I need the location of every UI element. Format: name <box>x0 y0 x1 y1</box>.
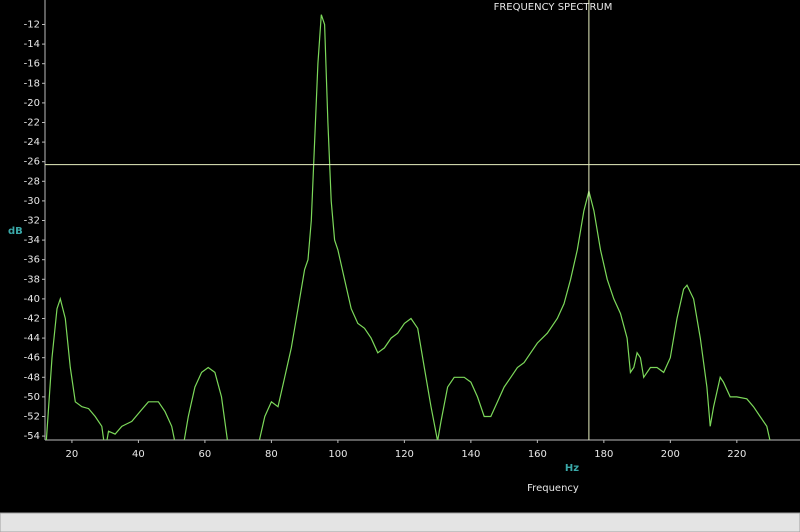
y-tick-label: -40 <box>24 294 40 305</box>
x-tick-label: 120 <box>395 449 414 460</box>
x-tick-label: 100 <box>328 449 347 460</box>
x-tick-label: 200 <box>661 449 680 460</box>
y-tick-label: -16 <box>24 59 40 70</box>
x-axis-title: Frequency <box>527 483 579 494</box>
y-tick-label: -50 <box>24 392 40 403</box>
y-tick-label: -34 <box>24 235 40 246</box>
y-tick-label: -14 <box>24 39 40 50</box>
x-tick-label: 60 <box>199 449 212 460</box>
y-tick-label: -26 <box>24 157 40 168</box>
y-tick-label: -30 <box>24 196 40 207</box>
y-tick-label: -12 <box>24 19 40 30</box>
x-tick-label: 80 <box>265 449 278 460</box>
x-tick-label: 20 <box>66 449 79 460</box>
y-tick-label: -28 <box>24 176 40 187</box>
y-tick-label: -44 <box>24 333 40 344</box>
x-tick-label: 160 <box>528 449 547 460</box>
x-tick-label: 220 <box>727 449 746 460</box>
y-tick-label: -48 <box>24 372 40 383</box>
spectrum-line <box>45 14 771 440</box>
y-tick-label: -24 <box>24 137 40 148</box>
y-tick-label: -22 <box>24 117 40 128</box>
status-bar <box>0 512 800 532</box>
plot-area <box>45 0 800 440</box>
x-tick-label: 40 <box>132 449 145 460</box>
y-axis-unit: dB <box>8 226 23 237</box>
y-tick-label: -42 <box>24 313 40 324</box>
y-tick-label: -18 <box>24 78 40 89</box>
y-tick-label: -54 <box>24 431 40 442</box>
y-tick-label: -36 <box>24 255 40 266</box>
y-tick-label: -46 <box>24 353 40 364</box>
chart-title: FREQUENCY SPECTRUM <box>494 2 613 13</box>
y-tick-label: -20 <box>24 98 40 109</box>
y-tick-label: -38 <box>24 274 40 285</box>
y-tick-label: -32 <box>24 215 40 226</box>
x-axis-unit: Hz <box>565 463 579 474</box>
x-tick-label: 180 <box>594 449 613 460</box>
x-tick-label: 140 <box>461 449 480 460</box>
y-tick-label: -52 <box>24 411 40 422</box>
